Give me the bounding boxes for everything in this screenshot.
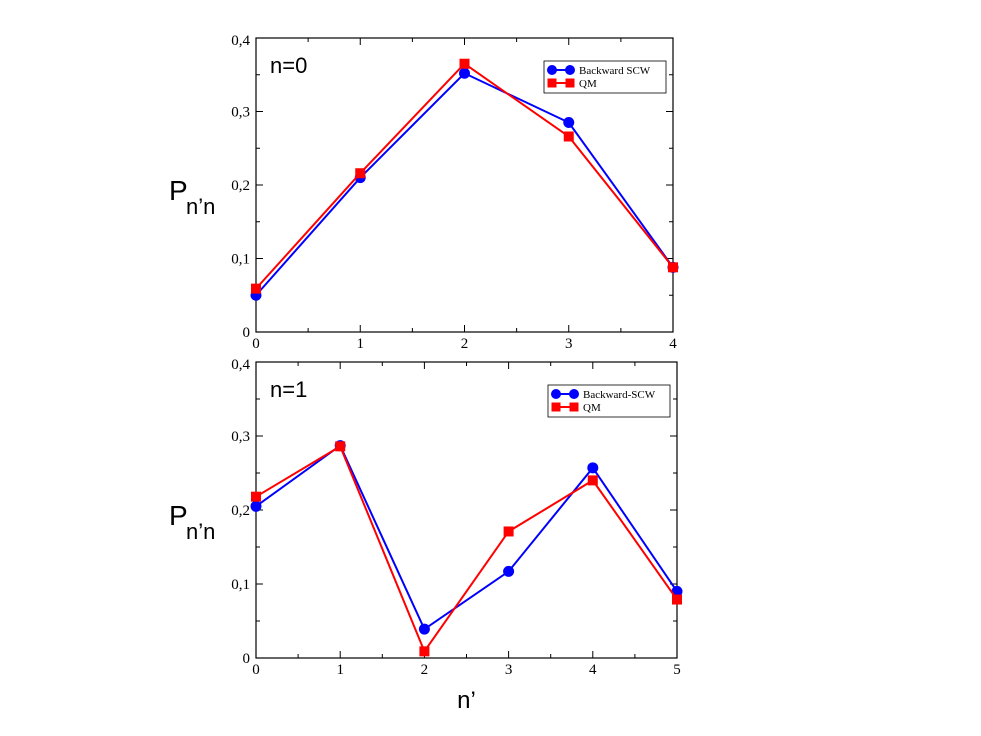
panel-label: n=1	[270, 377, 307, 402]
legend-marker-square	[565, 78, 575, 88]
series-line-blue	[255, 444, 678, 631]
data-point-square	[563, 131, 574, 142]
data-point-square	[672, 594, 682, 605]
y-tick-label: 0,1	[231, 577, 250, 593]
data-point-square	[355, 168, 366, 179]
x-tick-label: 2	[421, 662, 429, 678]
chart-panel-n1: 00,10,20,30,40 1 2 3 4 5Backward-SCWQMn=1Pn’n…	[169, 357, 683, 714]
legend-label: Backward-SCW	[583, 389, 656, 401]
data-point-square	[459, 58, 470, 69]
data-point-square	[419, 646, 430, 657]
y-axis-label: Pn’n	[169, 500, 215, 544]
data-point-circle	[418, 623, 430, 635]
legend-label: QM	[579, 78, 597, 90]
y-axis-label-main: P	[169, 500, 188, 531]
x-tick-label: 5	[673, 662, 681, 678]
y-axis-label-subscript: n’n	[186, 519, 215, 544]
y-tick-label: 0,1	[231, 252, 250, 268]
data-point-square	[587, 475, 598, 486]
series-line-blue	[255, 72, 674, 296]
data-point-square	[335, 441, 346, 452]
series-line-red	[255, 62, 674, 290]
x-tick-label: 0	[252, 336, 260, 352]
legend-marker-square	[547, 78, 557, 88]
series-line-red	[255, 444, 678, 654]
data-point-circle	[587, 462, 599, 474]
legend-marker-square	[551, 402, 561, 412]
y-tick-label: 0,4	[231, 33, 250, 49]
y-axis-label-main: P	[169, 175, 188, 206]
x-axis-label: n’	[457, 687, 476, 714]
y-tick-label: 0,3	[231, 429, 250, 445]
legend-box	[547, 384, 671, 418]
legend-marker-circle	[569, 389, 579, 399]
x-tick-label: 2	[461, 336, 469, 352]
y-tick-label: 0,4	[231, 357, 250, 373]
y-axis-label-subscript: n’n	[186, 194, 215, 219]
legend-label: Backward SCW	[579, 65, 651, 77]
data-point-square	[503, 526, 514, 537]
y-axis-label: Pn’n	[169, 175, 215, 219]
data-point-square	[668, 262, 678, 273]
panel-label: n=0	[270, 53, 307, 78]
legend-marker-circle	[551, 389, 561, 399]
y-tick-label: 0,2	[231, 503, 250, 519]
legend-marker-square	[569, 402, 579, 412]
legend-marker-circle	[565, 65, 575, 75]
x-tick-label: 4	[669, 336, 677, 352]
y-tick-label: 0	[243, 651, 251, 667]
x-tick-label: 1	[357, 336, 365, 352]
data-point-circle	[503, 565, 515, 577]
data-point-circle	[250, 500, 262, 512]
y-tick-label: 0,3	[231, 105, 250, 121]
legend-label: QM	[583, 402, 601, 414]
data-point-square	[251, 283, 261, 294]
legend-marker-circle	[547, 65, 557, 75]
y-tick-label: 0	[243, 325, 251, 341]
data-point-circle	[563, 117, 575, 129]
legend-box	[543, 60, 667, 94]
x-tick-label: 0	[252, 662, 260, 678]
data-point-circle	[459, 67, 470, 79]
y-tick-label: 0,2	[231, 178, 250, 194]
x-tick-label: 3	[565, 336, 573, 352]
x-tick-label: 3	[505, 662, 513, 678]
x-tick-label: 1	[336, 662, 344, 678]
x-tick-label: 4	[589, 662, 597, 678]
data-point-square	[251, 491, 261, 502]
